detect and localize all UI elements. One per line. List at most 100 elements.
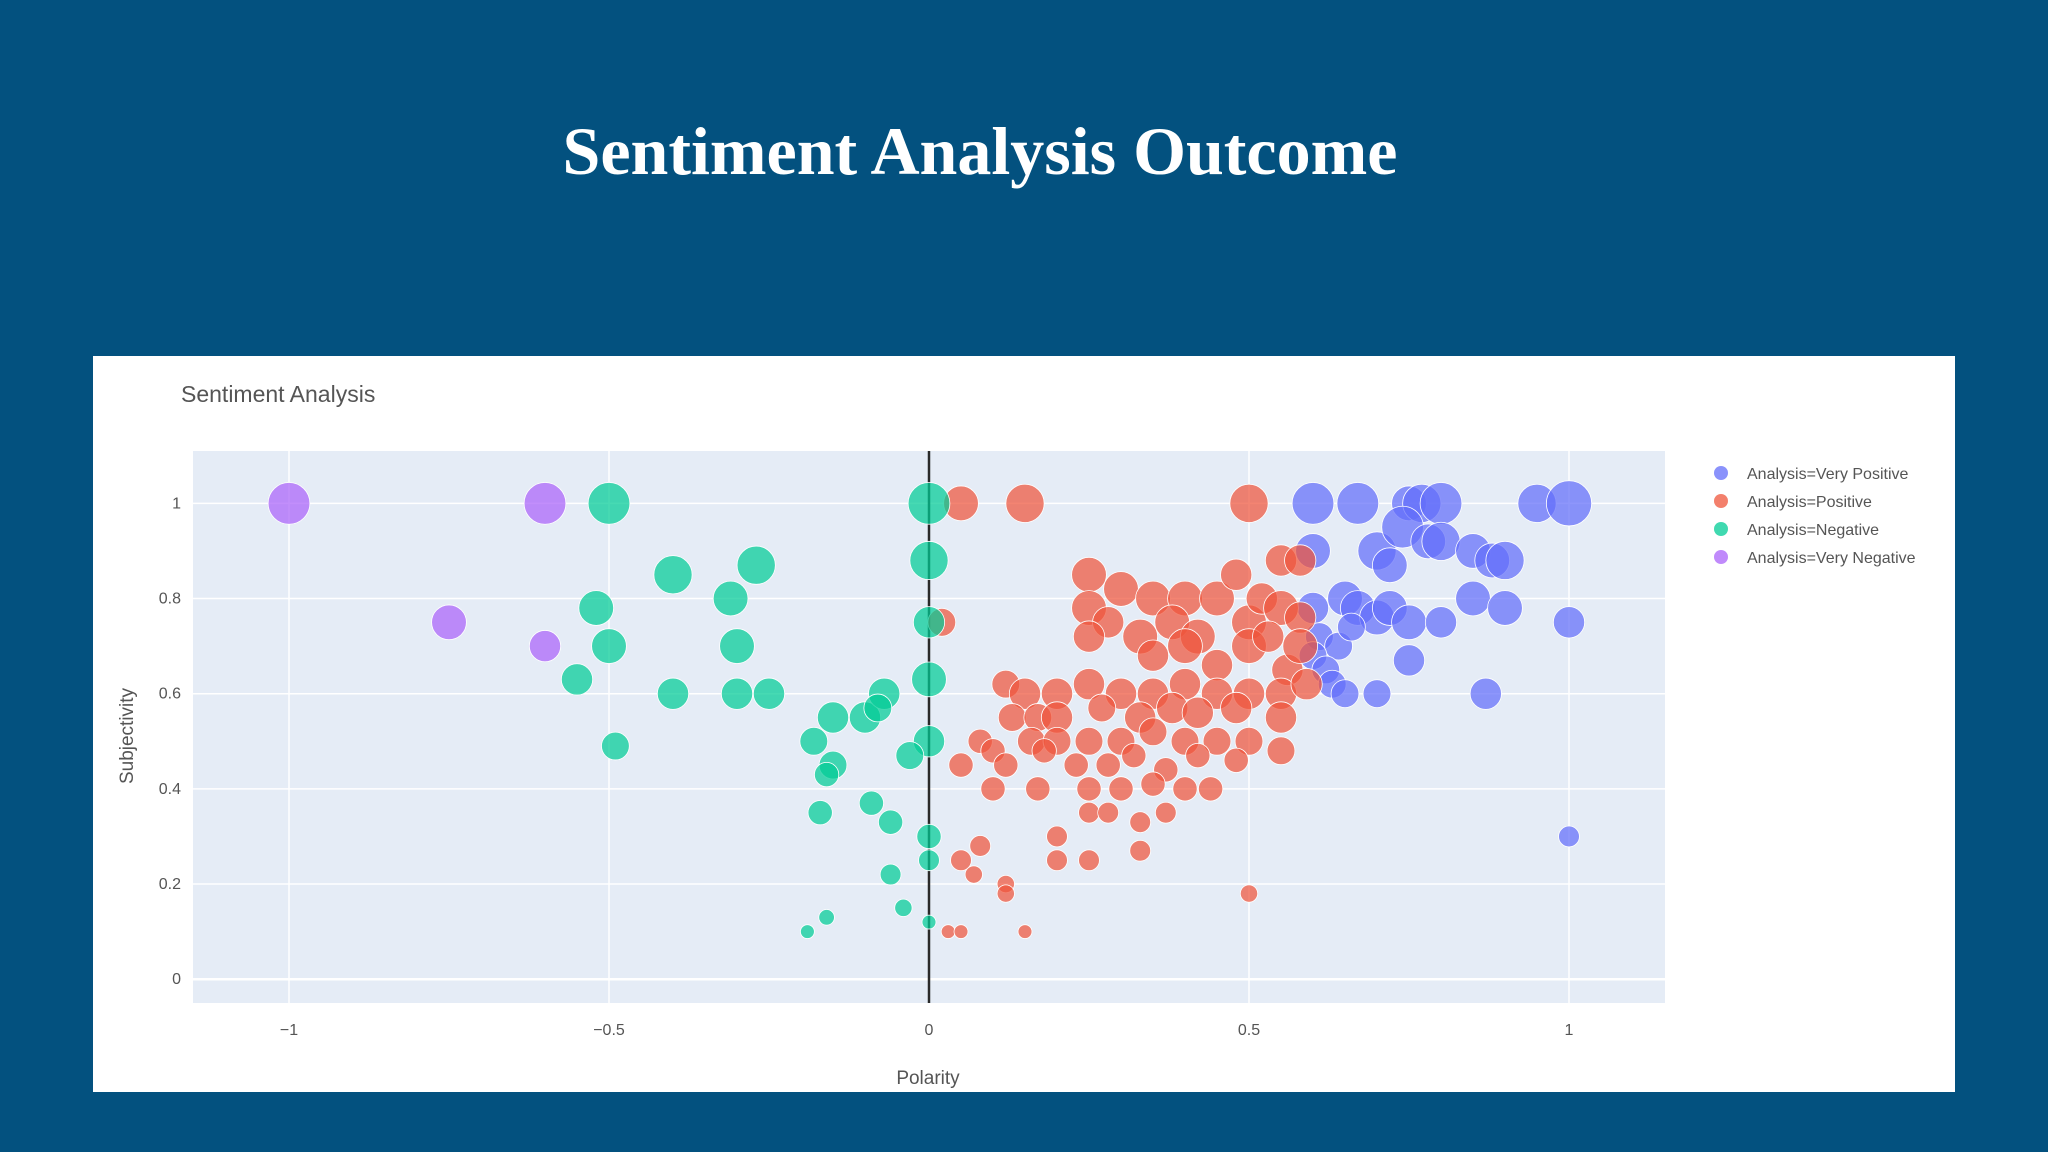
data-point[interactable] [1095,752,1121,778]
data-point[interactable] [1266,736,1296,766]
data-point[interactable] [1185,742,1211,769]
data-point[interactable] [950,849,972,872]
data-point[interactable] [879,863,902,886]
data-point[interactable] [1558,825,1580,848]
data-point[interactable] [587,482,631,525]
data-point[interactable] [1046,849,1068,872]
data-point[interactable] [1392,644,1426,677]
data-point[interactable] [818,909,835,926]
data-point[interactable] [993,752,1019,778]
legend-marker[interactable] [1714,494,1728,508]
data-point[interactable] [1391,604,1427,641]
data-point[interactable] [948,752,974,778]
data-point[interactable] [1071,556,1107,593]
data-point[interactable] [1108,776,1134,802]
data-point[interactable] [1129,839,1152,862]
legend-label[interactable]: Analysis=Negative [1747,522,1879,539]
data-point[interactable] [1025,776,1051,802]
data-point[interactable] [894,898,913,917]
data-point[interactable] [1252,620,1285,653]
data-point[interactable] [1172,776,1198,802]
data-point[interactable] [799,726,829,756]
data-point[interactable] [712,580,749,617]
data-point[interactable] [1063,752,1089,778]
data-point[interactable] [656,677,690,710]
data-point[interactable] [1545,480,1593,527]
legend-label[interactable]: Analysis=Very Negative [1747,550,1916,567]
data-point[interactable] [1167,628,1203,664]
data-point[interactable] [1372,547,1408,583]
data-point[interactable] [1129,811,1152,834]
data-point[interactable] [1485,540,1525,580]
data-point[interactable] [814,762,840,788]
data-point[interactable] [528,630,562,663]
data-point[interactable] [800,924,815,939]
data-point[interactable] [1419,482,1463,525]
data-point[interactable] [1291,482,1335,525]
data-point[interactable] [1223,747,1249,773]
data-point[interactable] [752,677,786,710]
data-point[interactable] [1031,738,1057,764]
legend-marker[interactable] [1714,550,1728,564]
data-point[interactable] [1220,558,1253,591]
data-point[interactable] [1072,620,1106,653]
data-point[interactable] [1121,742,1147,769]
legend-label[interactable]: Analysis=Positive [1747,494,1872,511]
data-point[interactable] [1455,580,1491,617]
data-point[interactable] [1087,693,1117,723]
data-point[interactable] [1078,801,1100,824]
data-point[interactable] [1469,677,1502,710]
data-point[interactable] [1424,606,1458,639]
data-point[interactable] [816,701,850,734]
data-point[interactable] [1282,628,1318,664]
data-point[interactable] [1336,482,1380,525]
data-point[interactable] [918,849,940,872]
data-point[interactable] [980,776,1006,802]
data-point[interactable] [1103,571,1139,607]
data-point[interactable] [591,628,627,664]
data-point[interactable] [964,865,983,884]
data-point[interactable] [720,677,754,710]
data-point[interactable] [1017,924,1033,939]
data-point[interactable] [1284,544,1317,577]
legend[interactable]: Analysis=Very Positive Analysis=Positive A… [1714,466,1916,567]
data-point[interactable] [807,800,833,826]
data-point[interactable] [953,924,969,939]
data-point[interactable] [1220,691,1253,725]
data-point[interactable] [907,482,951,525]
data-point[interactable] [1202,726,1232,756]
data-point[interactable] [1264,701,1298,734]
data-point[interactable] [858,790,884,816]
data-point[interactable] [1552,606,1586,639]
data-point[interactable] [1337,612,1366,642]
data-point[interactable] [1200,649,1234,682]
data-point[interactable] [1076,776,1102,802]
data-point[interactable] [1181,696,1214,729]
data-point[interactable] [1005,483,1045,523]
legend-marker[interactable] [1714,522,1728,536]
legend-marker[interactable] [1714,466,1728,480]
data-point[interactable] [895,741,925,770]
data-point[interactable] [863,693,893,723]
data-point[interactable] [601,731,630,761]
data-point[interactable] [1154,801,1177,824]
data-point[interactable] [560,663,594,696]
data-point[interactable] [1072,668,1106,701]
data-point[interactable] [1239,884,1259,903]
data-point[interactable] [578,590,614,626]
data-point[interactable] [523,482,567,525]
data-point[interactable] [1078,849,1100,872]
data-point[interactable] [1046,825,1068,848]
data-point[interactable] [1138,717,1168,747]
data-point[interactable] [940,924,956,939]
legend-label[interactable]: Analysis=Very Positive [1747,466,1909,483]
data-point[interactable] [1008,677,1042,710]
data-point[interactable] [1487,590,1523,626]
data-point[interactable] [912,606,946,639]
data-point[interactable] [1229,483,1269,523]
data-point[interactable] [1136,639,1170,672]
data-point[interactable] [1140,771,1166,797]
data-point[interactable] [1074,726,1104,756]
data-point[interactable] [911,661,947,698]
data-point[interactable] [1421,521,1461,561]
